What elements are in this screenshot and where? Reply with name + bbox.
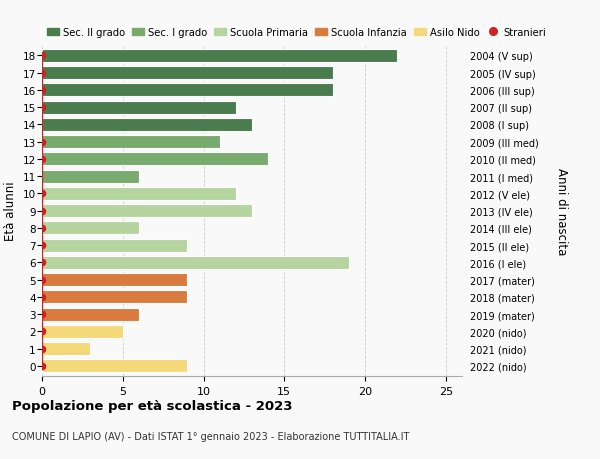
Bar (42, 291, 187, 304)
Bar (42, 170, 139, 183)
Text: COMUNE DI LAPIO (AV) - Dati ISTAT 1° gennaio 2023 - Elaborazione TUTTITALIA.IT: COMUNE DI LAPIO (AV) - Dati ISTAT 1° gen… (12, 431, 409, 442)
Bar (42, 222, 139, 235)
Bar (42, 274, 187, 286)
Bar (42, 342, 91, 355)
Text: Popolazione per età scolastica - 2023: Popolazione per età scolastica - 2023 (12, 399, 293, 412)
Bar (42, 67, 333, 80)
Bar (42, 256, 349, 269)
Bar (42, 359, 187, 373)
Bar (42, 118, 252, 132)
Bar (42, 153, 268, 166)
Y-axis label: Anni di nascita: Anni di nascita (555, 168, 568, 255)
Bar (42, 84, 333, 97)
Bar (42, 308, 139, 321)
Bar (42, 239, 187, 252)
Y-axis label: Età alunni: Età alunni (4, 181, 17, 241)
Bar (42, 187, 236, 201)
Bar (42, 325, 123, 338)
Legend: Sec. II grado, Sec. I grado, Scuola Primaria, Scuola Infanzia, Asilo Nido, Stran: Sec. II grado, Sec. I grado, Scuola Prim… (47, 28, 545, 38)
Bar (42, 101, 236, 114)
Bar (42, 136, 220, 149)
Bar (42, 205, 252, 218)
Bar (42, 50, 397, 63)
